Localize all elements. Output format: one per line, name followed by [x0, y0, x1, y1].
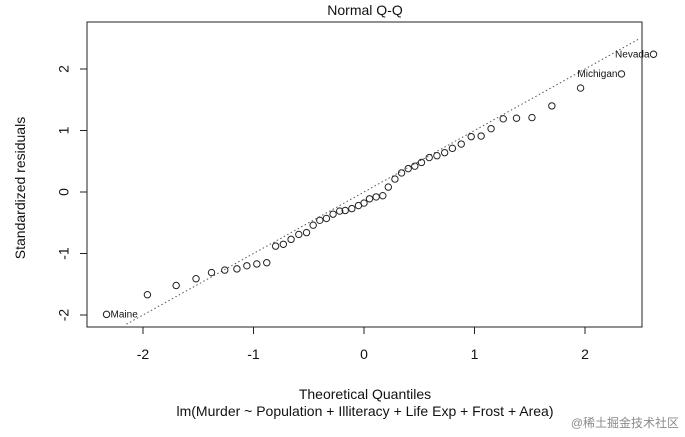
axes: -2 -1 0 1 2 -2 -1 0 1 2 — [56, 21, 643, 362]
x-tick-label: 1 — [471, 346, 479, 362]
data-point — [102, 310, 111, 319]
point-label-nevada: Nevada — [615, 49, 650, 60]
data-point — [233, 265, 241, 273]
data-point — [379, 191, 387, 200]
data-point — [322, 214, 331, 223]
y-tick-label: 0 — [56, 188, 72, 196]
point-label-maine: Maine — [111, 310, 139, 321]
data-point — [548, 102, 556, 110]
watermark: @稀土掘金技术社区 — [570, 416, 679, 430]
data-point — [512, 114, 521, 122]
data-point — [467, 132, 475, 141]
data-point — [341, 206, 349, 215]
data-point — [348, 204, 356, 213]
data-point — [243, 262, 251, 270]
x-tick-label: 2 — [581, 346, 589, 362]
data-point — [397, 169, 406, 177]
data-point — [271, 242, 280, 250]
data-point — [528, 113, 536, 122]
data-point — [499, 115, 507, 123]
data-point — [433, 152, 441, 160]
data-point — [335, 207, 344, 215]
data-point — [372, 193, 380, 201]
data-point — [279, 240, 288, 248]
data-point — [391, 175, 399, 183]
model-subtitle: lm(Murder ~ Population + Illiteracy + Li… — [176, 403, 554, 419]
reference-line — [126, 37, 641, 325]
data-point — [329, 210, 337, 218]
data-point — [649, 50, 658, 58]
data-point — [417, 158, 426, 167]
data-point — [404, 164, 412, 173]
data-point — [457, 140, 465, 148]
data-point — [425, 153, 433, 162]
x-tick-label: -2 — [137, 346, 150, 362]
data-point — [143, 291, 152, 299]
point-labels: Maine Michigan Nevada — [111, 49, 650, 320]
y-tick-label: -1 — [56, 247, 72, 260]
point-label-michigan: Michigan — [577, 69, 617, 80]
data-point — [448, 144, 457, 153]
x-tick-label: 0 — [360, 346, 368, 362]
data-point — [411, 162, 419, 170]
data-point — [384, 183, 393, 191]
data-point — [172, 281, 180, 290]
data-point — [477, 132, 485, 140]
data-point — [302, 228, 311, 237]
data-point — [576, 84, 585, 92]
points — [102, 50, 658, 319]
data-point — [192, 275, 200, 283]
chart-title: Normal Q-Q — [327, 2, 403, 18]
data-point — [617, 70, 626, 78]
data-point — [221, 266, 229, 274]
plot-frame — [86, 21, 643, 328]
data-point — [316, 216, 324, 224]
data-point — [487, 124, 495, 133]
y-axis-label: Standardized residuals — [12, 116, 28, 260]
data-point — [360, 199, 368, 207]
x-axis-label: Theoretical Quantiles — [298, 386, 432, 402]
data-point — [440, 148, 449, 157]
data-point — [309, 221, 317, 229]
y-tick-label: -2 — [56, 309, 72, 322]
data-point — [207, 268, 216, 277]
data-point — [253, 260, 261, 268]
reference-line-path — [126, 37, 641, 325]
data-point — [365, 195, 374, 203]
y-tick-label: 1 — [56, 126, 72, 134]
x-tick-label: -1 — [247, 346, 260, 362]
data-point — [287, 235, 295, 244]
y-tick-label: 2 — [56, 65, 72, 73]
data-point — [263, 259, 271, 267]
data-point — [295, 230, 303, 239]
